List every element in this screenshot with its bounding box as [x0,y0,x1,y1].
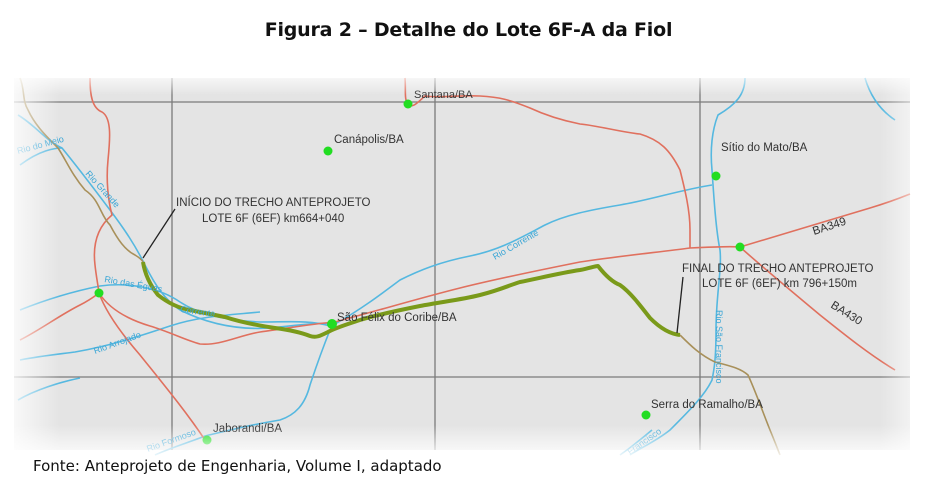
marker-sao-felix [327,319,337,329]
road-north-west [89,77,113,294]
leader-end [676,276,684,334]
map: Santana/BA Canápolis/BA Sítio do Mato/BA… [0,70,937,460]
road-jaborandi [98,292,206,441]
river-rio-sao-francisco [629,77,746,456]
road-main-east [334,245,741,323]
figure-title: Figura 2 – Detalhe do Lote 6F-A da Fiol [264,19,673,41]
river-rio-corrente [334,184,713,325]
marker-west-junction [94,288,104,298]
annotation-leaders [142,208,684,334]
roads [19,77,911,441]
town-label-canapolis: Canápolis/BA [334,134,404,146]
marker-serra-do-ramalho [641,410,651,420]
marker-sitio-do-mato [711,171,721,181]
annotation-end: FINAL DO TRECHO ANTEPROJETO LOTE 6F (6EF… [682,263,874,290]
leader-start [142,208,176,259]
marker-canapolis [323,146,333,156]
town-label-serra-do-ramalho: Serra do Ramalho/BA [651,399,763,411]
edge-fade [0,70,937,460]
annotation-start-line2: LOTE 6F (6EF) km664+040 [202,213,344,225]
annotation-end-line1: FINAL DO TRECHO ANTEPROJETO [682,263,874,275]
town-label-sao-felix: São Félix do Coribe/BA [337,312,457,324]
river-label-rio-sao-francisco: Rio São Francisco [714,310,724,384]
road-ba430 [739,246,896,371]
road-west-2 [98,292,336,345]
marker-santana [403,99,413,109]
figure-source: Fonte: Anteprojeto de Engenharia, Volume… [33,457,442,475]
annotation-start-line1: INÍCIO DO TRECHO ANTEPROJETO [176,196,371,209]
town-label-sitio-do-mato: Sítio do Mato/BA [721,142,808,154]
annotation-start: INÍCIO DO TRECHO ANTEPROJETO LOTE 6F (6E… [176,196,371,225]
grid-lines [14,78,910,450]
railway-fiol-stretch [141,261,681,339]
annotation-end-line2: LOTE 6F (6EF) km 796+150m [702,278,857,290]
river-rio-das-eguas [19,283,331,327]
road-santana [404,77,691,248]
marker-east-junction [735,242,745,252]
river-label-corrente-west: Corrente [180,304,216,319]
